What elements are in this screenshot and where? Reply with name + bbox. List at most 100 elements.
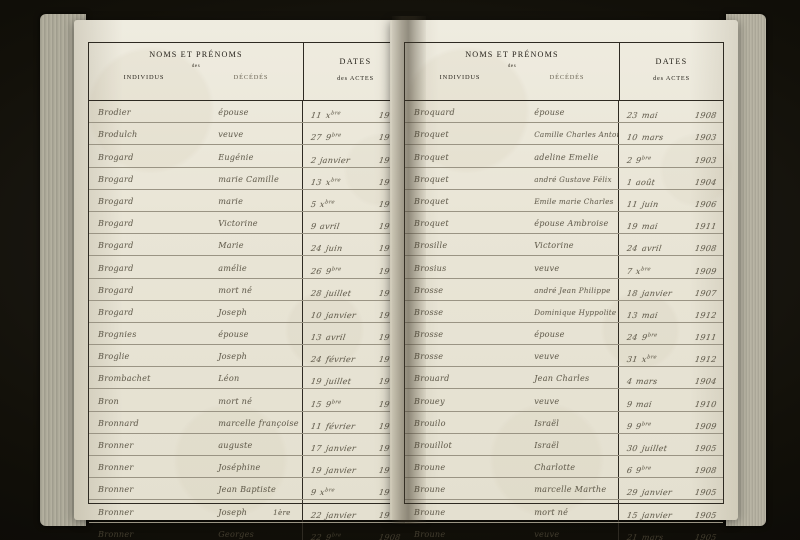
entry-givenname: mort né bbox=[218, 284, 253, 295]
entry-surname: Bronnard bbox=[98, 417, 139, 428]
entry-date-month-text: janvier bbox=[325, 443, 357, 453]
entry-date-cell: 9 9bre 1909 bbox=[619, 421, 723, 433]
entry-date-day: 19 bbox=[310, 376, 323, 387]
entry-givenname: épouse bbox=[534, 107, 565, 118]
entry-date-day: 13 bbox=[626, 309, 639, 320]
entry-surname-cell: Broquet bbox=[405, 213, 532, 233]
entry-givenname-cell: amélie bbox=[216, 258, 303, 278]
entry-date-month: avril bbox=[320, 221, 341, 231]
entry-surname: Bronner bbox=[98, 528, 134, 539]
entry-date-month-text: juillet bbox=[641, 443, 668, 453]
entry-date-year: 1905 bbox=[694, 509, 718, 520]
entry-givenname-cell: épouse bbox=[216, 324, 303, 344]
entry-givenname: mort né bbox=[218, 395, 253, 406]
entry-surname-cell: Bronner bbox=[89, 457, 216, 477]
entry-date-month: juillet bbox=[641, 443, 668, 453]
column-header-dates: DATES bbox=[655, 57, 688, 66]
entry-date-month-suffix: bre bbox=[641, 154, 653, 161]
entry-date-month: 9bre bbox=[325, 399, 342, 409]
entry-date-year: 1910 bbox=[694, 398, 718, 409]
entry-date-day: 11 bbox=[310, 420, 323, 431]
entry-date-month: avril bbox=[325, 332, 346, 342]
entry-givenname: Georges bbox=[218, 528, 255, 539]
entry-date-month-suffix: bre bbox=[641, 465, 653, 472]
register-entry-row: Brosius veuve 7 xbre 1909 bbox=[405, 256, 723, 279]
column-header-dates-sub: des ACTES bbox=[653, 75, 690, 82]
entry-date-month: xbre bbox=[636, 266, 652, 276]
register-entry-row: Brosse veuve 31 xbre 1912 bbox=[405, 345, 723, 368]
entry-date-day: 29 bbox=[626, 487, 639, 498]
entry-givenname: épouse bbox=[534, 329, 565, 340]
entry-date-year: 1905 bbox=[694, 487, 718, 498]
register-entry-row: BrogardVictorine9avril1907 bbox=[89, 212, 407, 235]
column-header-names: NOMS ET PRÉNOMS bbox=[149, 50, 243, 59]
entry-date-cell: 2 9bre 1903 bbox=[619, 155, 723, 167]
entry-surname-cell: Broune bbox=[405, 524, 532, 540]
register-entry-row: Broune marcelle Marthe 29 janvier 1905 bbox=[405, 478, 723, 501]
entry-date-month-text: avril bbox=[319, 221, 341, 232]
entry-surname: Brosse bbox=[414, 306, 444, 317]
entry-givenname: Dominique Hyppolite bbox=[534, 307, 617, 317]
entry-date-cell: 13 mai 1912 bbox=[619, 310, 723, 322]
entry-date-month: xbre bbox=[641, 354, 657, 364]
entry-surname: Brouilo bbox=[414, 417, 446, 428]
entry-date-month-text: avril bbox=[325, 332, 347, 343]
entry-date-month-text: mai bbox=[641, 221, 659, 232]
entry-surname: Broune bbox=[414, 462, 446, 473]
entry-givenname: auguste bbox=[218, 440, 253, 450]
entry-date-month: février bbox=[325, 354, 356, 364]
entry-givenname: marcelle françoise bbox=[218, 417, 299, 428]
entry-date-month-suffix: bre bbox=[331, 398, 342, 405]
entry-surname: Brognies bbox=[98, 329, 137, 340]
entry-date-cell: 18 janvier 1907 bbox=[619, 288, 723, 300]
entry-surname: Broune bbox=[414, 528, 446, 539]
entry-surname-cell: Brouilo bbox=[405, 413, 532, 433]
entry-givenname-cell: marcelle françoise bbox=[216, 413, 303, 433]
entry-date-month-text: janvier bbox=[641, 287, 673, 298]
column-header-individus: INDIVIDUS bbox=[123, 74, 165, 81]
entry-surname-cell: Brouey bbox=[405, 391, 532, 411]
entry-givenname-cell: Léon bbox=[216, 368, 303, 388]
entry-surname: Brouey bbox=[414, 395, 445, 406]
entry-margin-annotation: 1ère bbox=[273, 507, 291, 517]
entry-givenname-cell: Jean Baptiste bbox=[216, 479, 303, 499]
entry-date-cell: 21 mars 1905 bbox=[619, 532, 723, 540]
right-header-dates-cell: DATES des ACTES bbox=[619, 43, 723, 100]
entry-date-day: 11 bbox=[310, 110, 323, 121]
entry-surname-cell: Broquet bbox=[405, 191, 532, 211]
entry-date-month: avril bbox=[641, 243, 662, 253]
register-entry-row: Brogardamélie269bre1908 bbox=[89, 256, 407, 279]
entry-givenname: Israël bbox=[534, 440, 560, 450]
entry-date-day: 7 bbox=[626, 265, 634, 276]
entry-givenname: adeline Emelie bbox=[534, 151, 599, 162]
entry-surname: Broune bbox=[414, 506, 446, 517]
entry-givenname-cell: marie bbox=[216, 191, 303, 211]
entry-date-day: 30 bbox=[626, 443, 639, 453]
entry-date-month: janvier bbox=[325, 443, 357, 453]
entry-givenname: Léon bbox=[218, 373, 240, 384]
entry-givenname: andré Jean Philippe bbox=[534, 285, 611, 295]
entry-givenname: épouse bbox=[218, 329, 249, 340]
open-bound-register: NOMS ET PRÉNOMS des INDIVIDUS DÉCÉDÉS DA… bbox=[40, 14, 766, 540]
entry-surname: Bronner bbox=[98, 506, 134, 517]
entry-date-cell: 10 mars 1903 bbox=[619, 132, 723, 144]
entry-givenname: épouse bbox=[218, 107, 249, 118]
entry-surname-cell: Brogard bbox=[89, 258, 216, 278]
register-entry-row: BronnerJoséphine19janvier1906 bbox=[89, 456, 407, 479]
entry-givenname: Jean Charles bbox=[534, 373, 590, 384]
entry-givenname: Joseph bbox=[218, 306, 248, 317]
entry-date-cell: 22 9bre 1908 bbox=[303, 532, 407, 540]
entry-date-cell: 31 xbre 1912 bbox=[619, 354, 723, 366]
entry-date-year: 1906 bbox=[694, 198, 718, 209]
entry-date-cell: 23 mai 1908 bbox=[619, 110, 723, 122]
entry-date-year: 1904 bbox=[694, 376, 718, 387]
entry-date-month: xbre bbox=[320, 487, 336, 497]
register-entry-row: Broquet Emile marie Charles 11 juin 1906 bbox=[405, 190, 723, 212]
entry-date-month: xbre bbox=[325, 110, 341, 120]
entry-date-day: 15 bbox=[310, 398, 323, 409]
entry-date-month-text: janvier bbox=[319, 154, 352, 165]
entry-surname-cell: Brosse bbox=[405, 302, 532, 322]
entry-date-month-suffix: bre bbox=[647, 332, 658, 339]
entry-givenname-cell: andré Gustave Félix bbox=[532, 169, 619, 189]
entry-givenname-cell: mort né bbox=[216, 280, 303, 300]
